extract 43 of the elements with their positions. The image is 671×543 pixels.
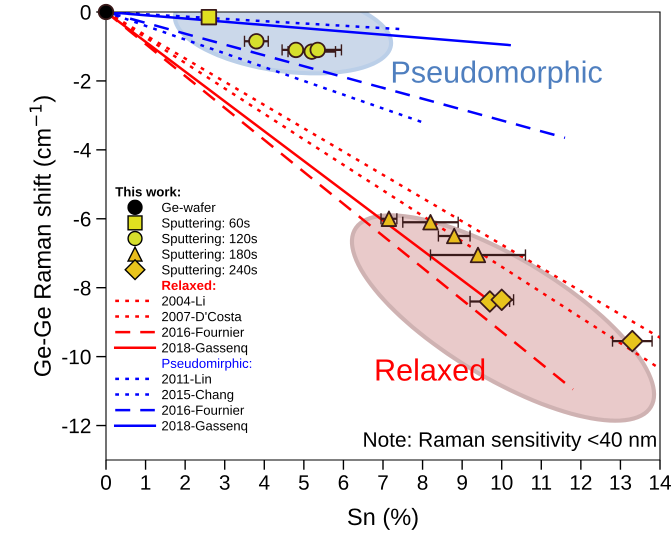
legend-label: 2016-Fournier (162, 405, 244, 415)
x-tick-label: 10 (492, 475, 512, 490)
annotation: Pseudomirphic: (162, 358, 252, 371)
legend-label: Ge-wafer (162, 202, 216, 212)
x-tick-label: 7 (378, 475, 388, 490)
x-tick-label: 4 (258, 475, 270, 490)
y-tick-label: -2 (74, 74, 90, 88)
y-tick-label: 0 (80, 5, 91, 20)
x-tick-label: 12 (570, 475, 592, 490)
legend-title: This work: (115, 186, 180, 196)
legend-label: 2018-Gassenq (162, 343, 248, 356)
x-tick-label: 1 (141, 475, 150, 490)
x-tick-label: 2 (180, 475, 190, 490)
y-tick-label: -12 (62, 418, 90, 434)
legend-label: 2007-D'Costa (162, 312, 242, 322)
x-tick-label: 8 (418, 475, 428, 490)
legend-label: Sputtering: 240s (162, 264, 258, 278)
y-axis-title: Ge-Ge Raman shift (cm$^{−1}$) (30, 96, 56, 376)
legend-label: 2011-Lin (162, 374, 211, 384)
y-tick-label: -8 (74, 280, 91, 296)
legend-label: 2004-Li (162, 296, 205, 306)
annotation: Note: Raman sensitivity <40 nm (364, 432, 656, 452)
x-tick-label: 5 (298, 475, 309, 490)
annotation: Relaxed: (162, 280, 216, 290)
legend-label: 2018-Gassenq (162, 421, 248, 434)
y-tick-label: -6 (74, 212, 91, 227)
legend-label: 2015-Chang (162, 390, 234, 402)
x-tick-label: 13 (610, 475, 632, 490)
y-tick-label: -4 (74, 143, 91, 158)
x-axis-title: Sn (%) (348, 508, 418, 530)
y-tick-label: -10 (62, 350, 91, 364)
x-tick-label: 11 (532, 475, 552, 490)
x-tick-label: 0 (101, 475, 111, 490)
x-tick-label: 3 (220, 475, 230, 490)
x-tick-label: 9 (457, 475, 467, 490)
legend-label: Sputtering: 120s (162, 234, 258, 246)
annotation: Relaxed (376, 358, 484, 381)
legend-label: Sputtering: 180s (162, 249, 258, 262)
legend-label: 2016-Fournier (162, 327, 244, 337)
x-tick-label: 6 (338, 475, 348, 490)
annotation: Pseudomorphic (392, 60, 602, 89)
x-tick-label: 14 (650, 475, 671, 490)
legend-label: Sputtering: 60s (162, 218, 250, 230)
